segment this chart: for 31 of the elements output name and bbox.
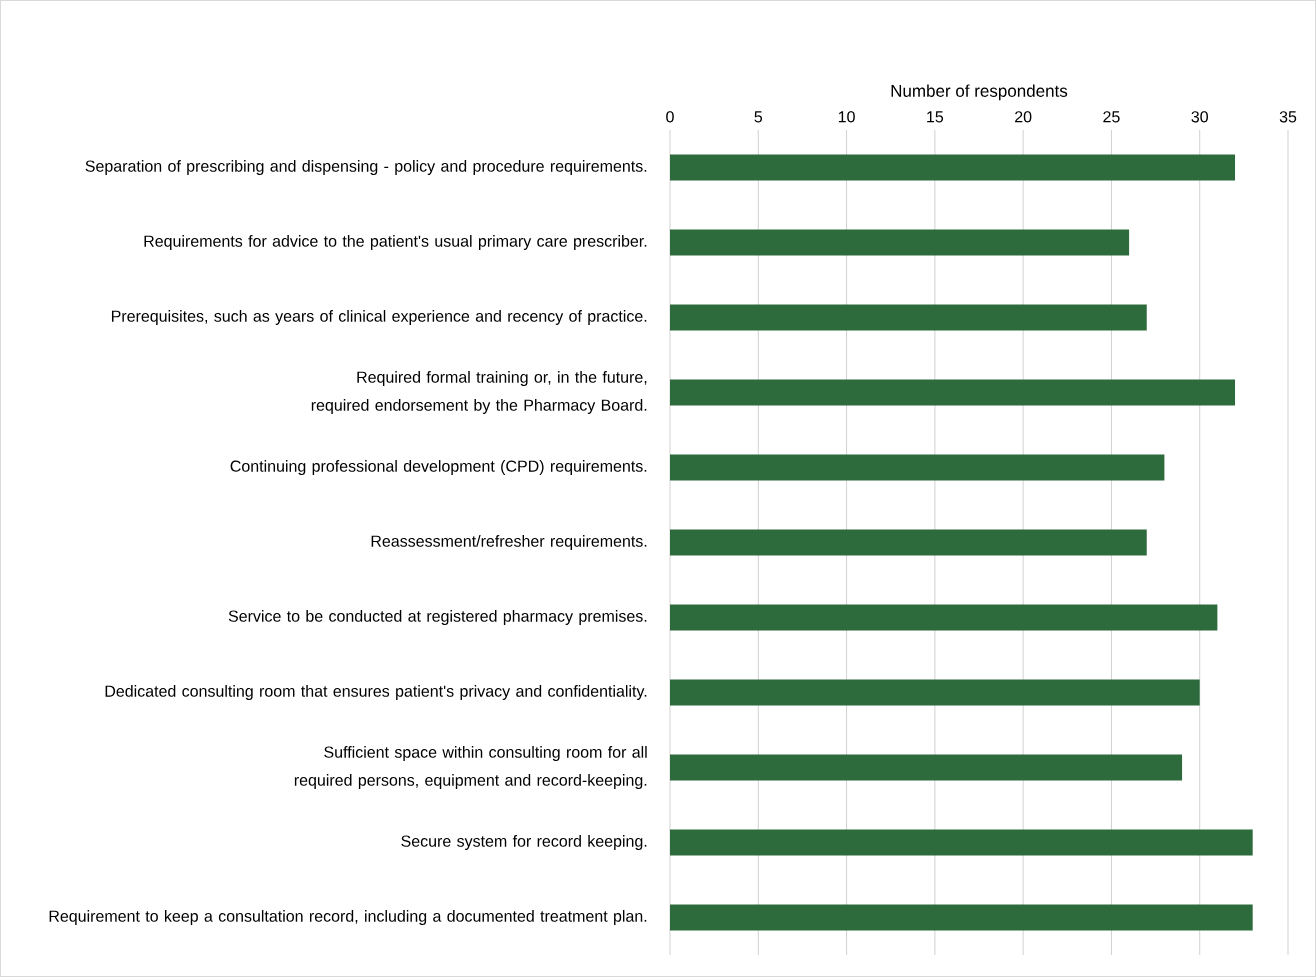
bar <box>670 529 1147 556</box>
y-tick-label: Requirements for advice to the patient's usual primary care prescriber. <box>144 235 647 250</box>
bar <box>670 904 1253 931</box>
y-tick-label: Reassessment/refresher requirements. <box>371 535 647 550</box>
bar <box>670 754 1183 781</box>
y-tick-label: Sufficient space within consulting room for all required persons, equipment and record-keeping. <box>294 746 647 789</box>
y-tick-label: Secure system for record keeping. <box>401 835 647 850</box>
x-tick-label: 20 <box>1015 111 1032 123</box>
y-tick-label: Service to be conducted at registered pharmacy premises. <box>228 610 647 625</box>
x-tick-label: 30 <box>1191 111 1208 123</box>
bar <box>670 679 1200 706</box>
bar <box>670 379 1236 406</box>
y-tick-label: Prerequisites, such as years of clinical experience and recency of practice. <box>111 310 647 325</box>
y-tick-label: Required formal training or, in the future, required endorsement by the Pharmacy Board. <box>311 371 647 414</box>
y-tick-label: Requirement to keep a consultation record, including a documented treatment plan. <box>49 910 647 925</box>
x-tick-label: 15 <box>927 111 944 123</box>
y-tick-label: Continuing professional development (CPD) requirements. <box>230 460 647 475</box>
x-tick-label: 10 <box>838 111 855 123</box>
bar <box>670 454 1165 481</box>
bar <box>670 829 1253 856</box>
y-tick-label: Dedicated consulting room that ensures patient's privacy and confidentiality. <box>105 685 647 700</box>
x-tick-label: 35 <box>1279 111 1297 123</box>
bar <box>670 154 1236 181</box>
x-axis-title: Number of respondents <box>891 84 1068 101</box>
bar <box>670 229 1130 256</box>
x-tick-label: 5 <box>754 111 763 123</box>
x-tick-label: 0 <box>666 111 674 123</box>
bar <box>670 604 1218 631</box>
x-tick-label: 25 <box>1103 111 1120 123</box>
bar <box>670 304 1147 331</box>
y-tick-label: Separation of prescribing and dispensing - policy and procedure requirements. <box>85 160 647 175</box>
